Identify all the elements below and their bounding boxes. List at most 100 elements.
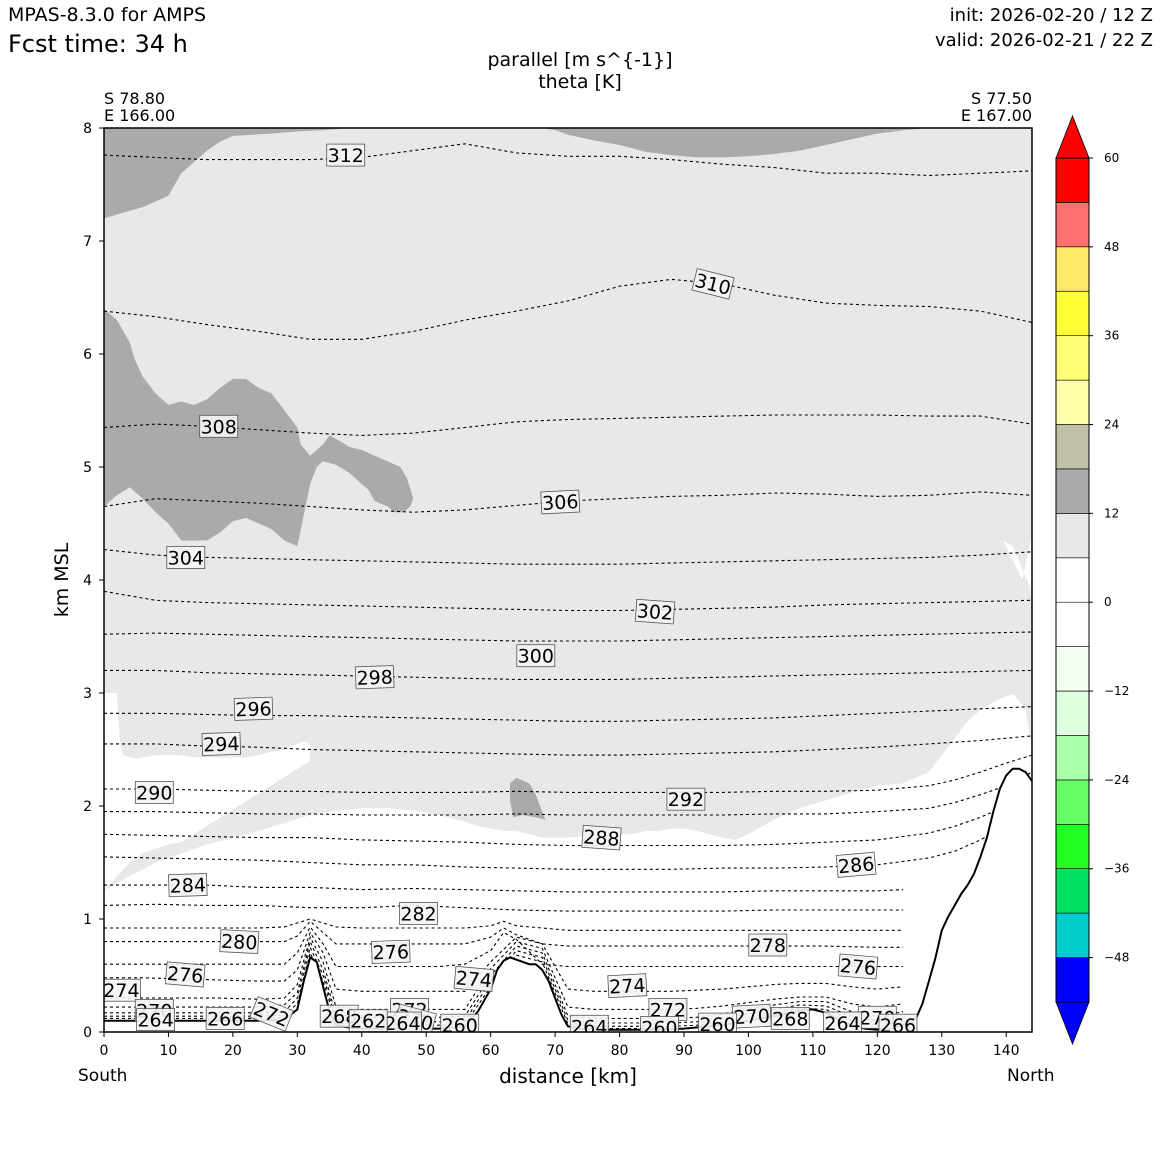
- contour-label-box: [168, 873, 208, 898]
- colorbar: 60 48 36 24 12 0 −12 −24 −36 −48: [1055, 114, 1129, 1046]
- contour-label-box: [164, 961, 206, 988]
- contour-label-box: [837, 953, 879, 980]
- contour-label-text: 300: [518, 646, 554, 668]
- y-tick-label: 4: [83, 573, 92, 589]
- axes: 0 10 20 30 40 50 60 70 80 90 100 110 120 130 140 0 1 2 3 4 5…: [83, 121, 1020, 1059]
- y-tick-label: 6: [83, 347, 92, 363]
- x-tick-label: 30: [288, 1043, 306, 1059]
- contour-label-0: 312: [326, 143, 366, 167]
- y-tick-label: 8: [83, 121, 92, 137]
- model-name: MPAS-8.3.0 for AMPS: [8, 4, 207, 26]
- contour-label-box: [581, 824, 622, 851]
- theta-contour-312: [104, 143, 1032, 177]
- contour-label-box: [691, 268, 735, 300]
- colorbar-tick-label: 24: [1104, 418, 1119, 432]
- contour-label-8: 296: [233, 696, 274, 721]
- contour-label-21: 274: [103, 978, 141, 1002]
- contour-label-text: 268: [321, 1006, 357, 1028]
- contour-label-box: [634, 598, 676, 625]
- colorbar-bin: [1055, 379, 1090, 425]
- theta-contour-304: [104, 548, 1032, 565]
- colorbar-bin: [1055, 646, 1090, 692]
- colorbar-tick-label: 36: [1104, 329, 1119, 343]
- contour-label-box: [748, 933, 788, 957]
- contour-label-box: [835, 851, 877, 878]
- theta-contour-298: [104, 669, 1032, 680]
- shade-white-notch: [1003, 534, 1032, 592]
- contour-label-text: 312: [328, 145, 364, 167]
- theta-contour-308: [104, 414, 1032, 436]
- contour-label-text: 260: [699, 1014, 735, 1036]
- theta-contour-282: [104, 903, 904, 912]
- contour-label-18: 276: [371, 939, 411, 964]
- contour-label-31: 268: [319, 1004, 359, 1028]
- contour-label-box: [770, 1007, 810, 1030]
- y-tick-label: 1: [83, 912, 92, 928]
- contour-label-5: 302: [634, 598, 676, 625]
- left-endpoint-lat: S 78.80: [104, 89, 166, 108]
- contour-label-text: 274: [609, 975, 646, 999]
- contour-label-box: [640, 1016, 679, 1032]
- colorbar-tick-label: −12: [1104, 684, 1129, 698]
- contour-label-text: 294: [203, 733, 240, 756]
- colorbar-bin: [1055, 601, 1090, 647]
- contour-label-9: 294: [201, 731, 242, 757]
- colorbar-bin: [1055, 557, 1090, 603]
- contour-label-12: 288: [581, 824, 622, 851]
- x-tick-label: 20: [224, 1043, 242, 1059]
- shade-region-2: [510, 777, 546, 820]
- contour-label-text: 306: [542, 491, 579, 515]
- contour-label-41: 260: [640, 1016, 679, 1040]
- colorbar-bin: [1055, 779, 1090, 825]
- x-tick-label: 130: [928, 1043, 955, 1059]
- contour-label-text: 264: [384, 1013, 420, 1035]
- colorbar-tick-label: −48: [1104, 951, 1129, 965]
- contour-label-2: 308: [199, 414, 239, 438]
- contour-label-box: [326, 143, 366, 167]
- x-tick-label: 0: [100, 1043, 109, 1059]
- contour-label-box: [569, 1014, 609, 1032]
- contour-label-16: 280: [219, 929, 260, 955]
- theta-contour-292: [104, 754, 1032, 793]
- contour-label-39: 262: [348, 1009, 388, 1032]
- contour-label-11: 290: [134, 781, 174, 804]
- shade-region-1: [104, 308, 414, 547]
- contour-label-text: 290: [136, 782, 172, 804]
- contour-label-26: 272: [648, 998, 688, 1021]
- contour-labels: 3123103083063043023002982962942922902882…: [103, 143, 918, 1040]
- theta-contour-300: [104, 631, 1032, 642]
- colorbar-tick-label: −36: [1104, 862, 1129, 876]
- contour-label-box: [219, 929, 260, 954]
- colorbar-bin: [1055, 957, 1090, 1003]
- contour-label-text: 288: [583, 826, 621, 850]
- contour-label-text: 276: [372, 941, 409, 964]
- theta-contour-302: [104, 590, 1032, 612]
- x-tick-label: 80: [611, 1043, 629, 1059]
- contour-label-text: 274: [455, 967, 493, 992]
- contour-label-33: 266: [205, 1007, 245, 1030]
- contour-label-22: 274: [453, 965, 495, 992]
- colorbar-bin: [1055, 335, 1090, 381]
- contour-label-36: 264: [569, 1014, 609, 1038]
- contour-label-38: 264: [823, 1011, 862, 1032]
- contour-label-text: 260: [641, 1018, 677, 1040]
- x-axis-label: distance [km]: [499, 1064, 637, 1088]
- contour-label-text: 268: [772, 1008, 808, 1030]
- contour-label-text: 278: [750, 935, 786, 957]
- y-tick-label: 2: [83, 799, 92, 815]
- contour-label-box: [354, 665, 395, 690]
- contour-label-13: 286: [835, 851, 877, 878]
- contour-label-box: [136, 1008, 176, 1031]
- shade-white-bay: [104, 693, 311, 891]
- chart-title-contour: theta [K]: [538, 71, 622, 93]
- contour-label-text: 292: [668, 789, 704, 811]
- colorbar-bin: [1055, 290, 1090, 336]
- contour-label-text: 264: [571, 1016, 607, 1038]
- y-tick-label: 7: [83, 234, 92, 250]
- contour-label-text: 274: [103, 980, 139, 1002]
- theta-contour-280: [104, 918, 904, 931]
- colorbar-tick-label: 60: [1104, 151, 1119, 165]
- contour-label-23: 274: [607, 973, 648, 999]
- direction-left: South: [78, 1066, 128, 1086]
- contour-label-box: [607, 973, 648, 999]
